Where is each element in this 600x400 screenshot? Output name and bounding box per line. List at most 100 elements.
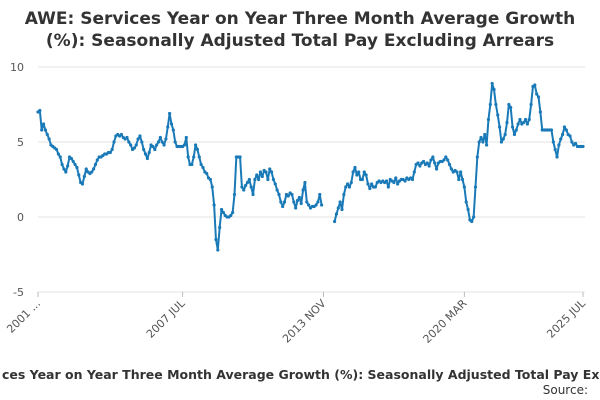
data-point <box>533 83 537 87</box>
data-point <box>127 140 131 144</box>
data-point <box>301 188 305 192</box>
data-point <box>516 122 520 126</box>
data-point <box>562 125 567 129</box>
data-point <box>347 185 352 189</box>
data-point <box>366 182 370 186</box>
data-point <box>190 162 194 167</box>
data-point <box>155 143 159 147</box>
data-point <box>294 206 298 210</box>
y-tick-label: -5 <box>13 286 24 299</box>
data-point <box>210 185 214 189</box>
data-point <box>364 173 368 177</box>
data-point <box>108 150 112 155</box>
data-point <box>318 192 322 197</box>
data-point <box>431 155 435 159</box>
data-point <box>459 170 463 174</box>
data-point <box>466 207 470 212</box>
data-point <box>75 165 79 170</box>
data-point <box>95 158 99 162</box>
data-point <box>192 155 196 159</box>
data-point <box>186 155 190 159</box>
data-point <box>47 137 51 141</box>
data-point <box>64 170 68 174</box>
data-point <box>410 177 415 182</box>
data-point <box>129 143 133 147</box>
data-point <box>41 122 46 126</box>
data-point <box>242 188 246 192</box>
data-point <box>212 203 216 207</box>
data-point <box>485 143 489 147</box>
data-point <box>492 87 496 92</box>
data-point <box>316 200 320 204</box>
data-point <box>527 117 531 122</box>
data-point <box>260 174 264 179</box>
data-point <box>305 200 309 204</box>
data-point <box>307 203 311 207</box>
data-point <box>69 156 73 161</box>
data-point <box>427 164 431 168</box>
data-point <box>38 108 42 113</box>
data-point <box>455 170 459 174</box>
data-point <box>266 177 270 182</box>
data-point <box>299 201 303 206</box>
data-point <box>54 147 59 152</box>
data-point <box>60 162 64 167</box>
data-point <box>162 143 166 147</box>
data-point <box>536 95 541 99</box>
x-tick-label: 2001 ... <box>4 297 43 336</box>
data-point <box>255 173 259 177</box>
data-point <box>525 122 529 126</box>
data-point <box>253 177 257 182</box>
data-point <box>218 225 222 230</box>
data-point <box>486 117 491 122</box>
data-point <box>446 158 450 162</box>
data-point <box>507 102 511 107</box>
data-point <box>499 140 504 144</box>
data-point <box>238 155 242 159</box>
data-point <box>264 170 268 174</box>
data-point <box>568 134 572 138</box>
data-point <box>460 177 465 182</box>
data-point <box>340 207 344 212</box>
y-tick-label: 10 <box>10 61 24 74</box>
x-axis-label: ces Year on Year Three Month Average Gro… <box>2 367 600 382</box>
x-tick-label: 2020 MAR <box>421 297 470 346</box>
data-point <box>477 140 481 144</box>
data-point <box>434 167 439 171</box>
data-point <box>479 135 483 140</box>
data-point <box>110 147 114 152</box>
data-point <box>269 170 274 174</box>
data-point <box>573 141 578 146</box>
data-point <box>557 143 561 147</box>
data-point <box>93 162 98 167</box>
line-series <box>333 82 583 223</box>
data-point <box>71 159 75 164</box>
data-point <box>418 164 422 168</box>
data-point <box>368 186 372 191</box>
data-point <box>80 182 85 186</box>
data-point <box>251 192 255 197</box>
data-point <box>168 111 172 116</box>
data-point <box>503 132 507 137</box>
data-point <box>553 147 557 152</box>
data-point <box>171 128 175 132</box>
data-point <box>221 210 225 215</box>
source: Source: <box>543 383 588 397</box>
data-point <box>132 146 136 150</box>
data-point <box>396 182 400 186</box>
data-point <box>334 212 339 216</box>
data-point <box>193 143 198 147</box>
data-point <box>416 161 420 165</box>
data-point <box>166 125 170 129</box>
data-point <box>62 167 66 171</box>
line-series <box>37 109 323 251</box>
data-point <box>173 140 177 144</box>
data-point <box>205 171 209 176</box>
data-point <box>551 140 555 144</box>
data-point <box>429 158 433 162</box>
data-point <box>84 167 88 171</box>
data-point <box>199 162 203 167</box>
data-point <box>143 152 148 156</box>
data-point <box>336 206 340 210</box>
data-point <box>342 192 346 197</box>
